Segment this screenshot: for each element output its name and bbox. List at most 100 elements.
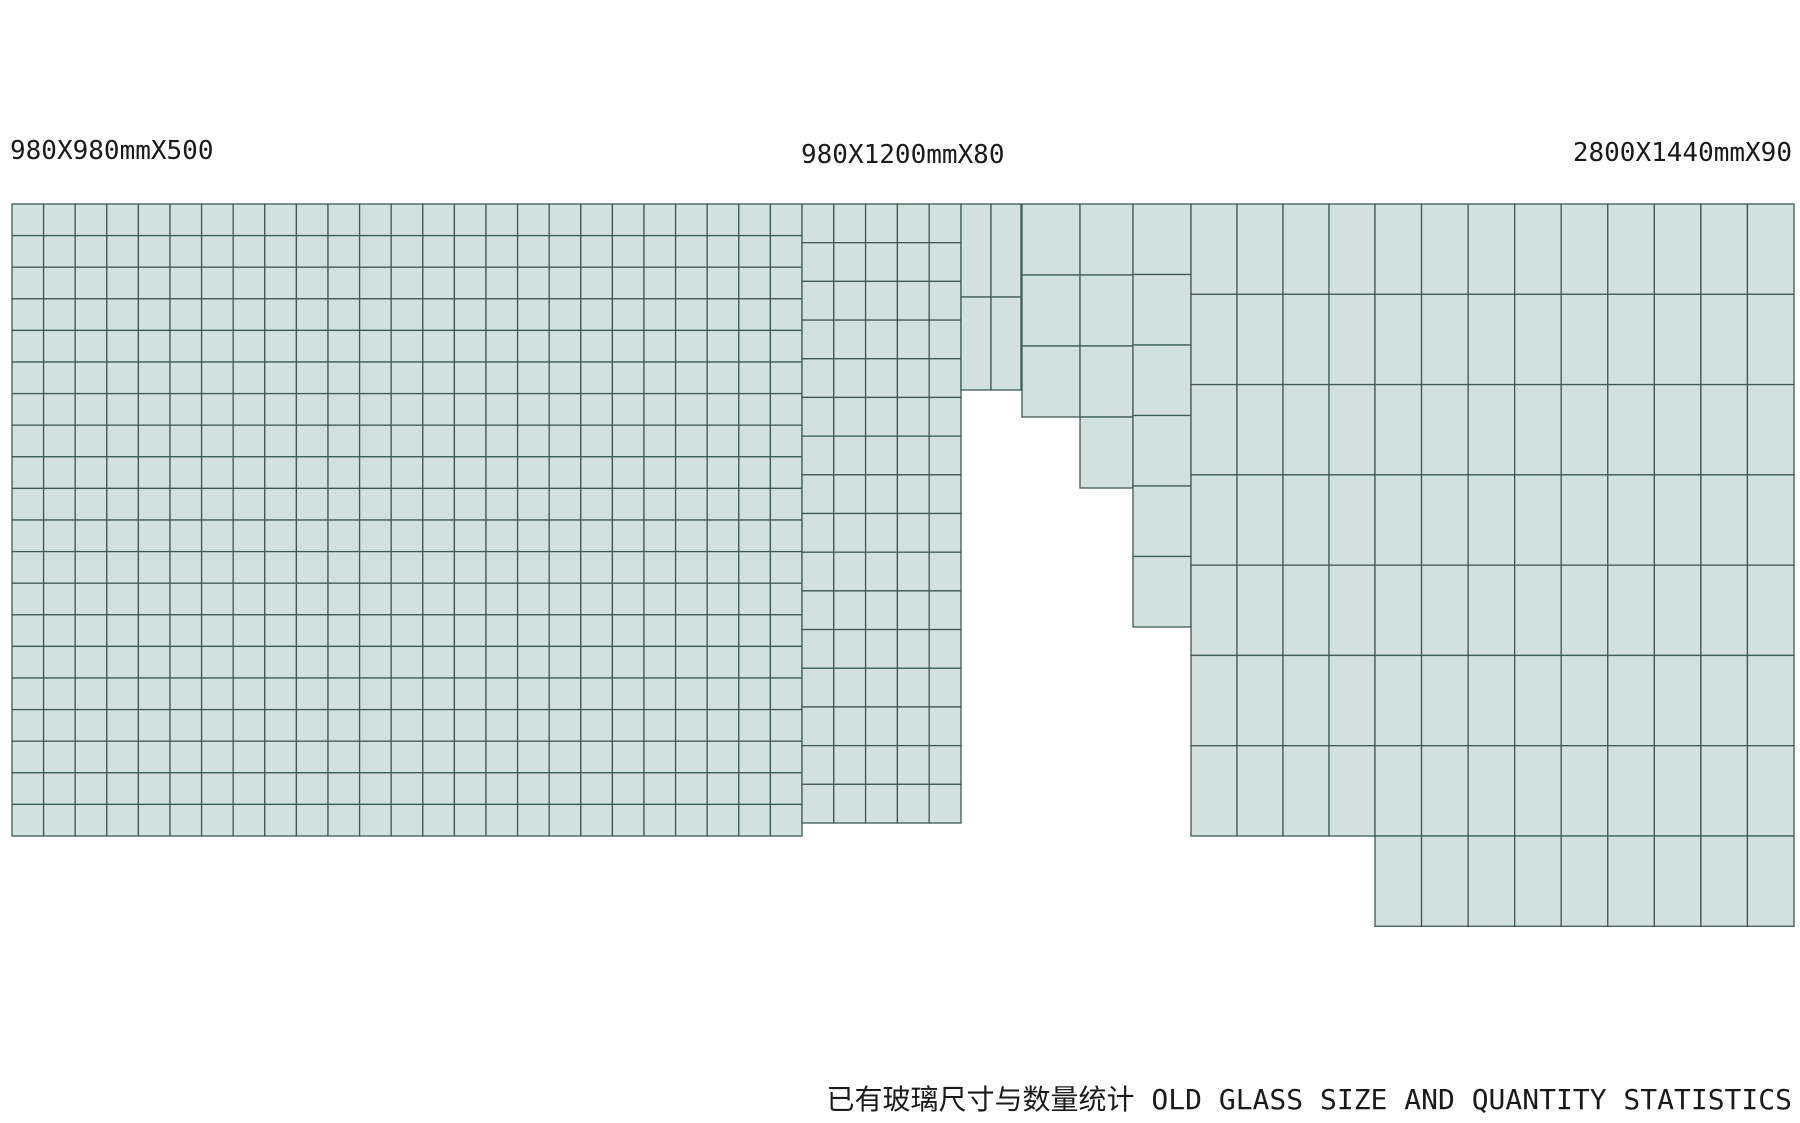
glass-pane-2800x1440 — [1374, 564, 1423, 657]
glass-pane-980x980 — [643, 203, 677, 237]
glass-pane-980x980 — [769, 645, 803, 679]
glass-pane-980x980 — [11, 234, 45, 268]
glass-pane-980x980 — [390, 298, 424, 332]
glass-pane-2800x1440 — [1746, 203, 1795, 295]
glass-pane-980x980 — [169, 392, 203, 426]
glass-pane-980x980 — [516, 772, 550, 806]
glass-pane-980x980 — [232, 298, 266, 332]
glass-pane-2800x1440 — [1467, 474, 1516, 566]
glass-pane-2800x1440 — [1746, 293, 1795, 386]
glass-pane-980x980 — [11, 266, 45, 300]
glass-pane-980x980 — [264, 677, 298, 711]
glass-pane-2800x1440 — [1560, 835, 1609, 927]
glass-pane-980x980 — [137, 645, 171, 679]
glass-pane-2800x1440 — [1560, 203, 1609, 295]
glass-pane-2800x1440 — [1282, 293, 1330, 386]
glass-pane-980x980 — [674, 392, 708, 426]
glass-pane-980x980 — [106, 740, 140, 774]
glass-pane-980x980 — [738, 203, 772, 237]
glass-pane-980x980 — [264, 803, 298, 837]
glass-pane-980x1200 — [801, 628, 835, 669]
glass-pane-2800x1440 — [1328, 564, 1376, 657]
glass-pane-980x1200 — [928, 590, 962, 631]
glass-pane-980x980 — [232, 740, 266, 774]
glass-pane-980x980 — [264, 550, 298, 584]
glass-pane-980x980 — [74, 772, 108, 806]
glass-pane-980x980 — [485, 487, 519, 521]
glass-pane-2800x1440 — [1190, 203, 1238, 295]
glass-pane-980x1200 — [801, 706, 835, 747]
glass-pane-2800x1440 — [1700, 835, 1749, 927]
glass-pane-980x980 — [485, 392, 519, 426]
glass-pane-980x980 — [232, 234, 266, 268]
glass-pane-980x980 — [738, 772, 772, 806]
glass-pane-980x980 — [706, 740, 740, 774]
glass-pane-980x980 — [548, 234, 582, 268]
glass-pane-980x1200 — [833, 474, 867, 515]
glass-pane-980x980 — [264, 234, 298, 268]
glass-pane-980x980 — [264, 456, 298, 490]
glass-pane-980x980 — [200, 298, 234, 332]
glass-pane-980x980 — [769, 614, 803, 648]
glass-pane-980x980 — [232, 677, 266, 711]
glass-pane-980x980 — [611, 424, 645, 458]
glass-pane-2800x1440 — [1560, 564, 1609, 657]
glass-pane-980x980 — [706, 234, 740, 268]
glass-pane-980x980 — [264, 361, 298, 395]
glass-pane-980x980 — [74, 298, 108, 332]
glass-pane-980x980 — [200, 614, 234, 648]
glass-pane-980x1200 — [833, 280, 867, 321]
glass-pane-980x980 — [769, 708, 803, 742]
glass-pane-2800x1440 — [1607, 474, 1655, 566]
glass-pane-980x980 — [516, 519, 550, 553]
glass-pane-980x980 — [643, 582, 677, 616]
glass-pane-2800x1440 — [1653, 654, 1702, 747]
glass-pane-980x1200 — [833, 628, 867, 669]
glass-pane-980x980 — [422, 614, 456, 648]
glass-pane-980x980 — [106, 203, 140, 237]
glass-pane-980x980 — [74, 456, 108, 490]
glass-pane-980x980 — [390, 424, 424, 458]
glass-pane-980x980 — [106, 614, 140, 648]
glass-pane-2800x1440 — [1236, 564, 1284, 657]
glass-pane-980x980 — [358, 456, 392, 490]
glass-pane-980x980 — [74, 203, 108, 237]
glass-pane-980x980 — [422, 392, 456, 426]
glass-pane-980x980 — [169, 740, 203, 774]
glass-pane-980x1200 — [833, 667, 867, 708]
glass-pane-980x1200 — [864, 396, 899, 437]
glass-pane-980x980 — [137, 329, 171, 363]
glass-pane-980x980 — [232, 266, 266, 300]
glass-pane-2800x1440 — [1607, 745, 1655, 837]
glass-pane-980x980 — [453, 234, 487, 268]
glass-pane-980x980 — [485, 550, 519, 584]
glass-pane-980x980 — [769, 550, 803, 584]
glass-pane-980x980 — [11, 329, 45, 363]
glass-pane-980x980 — [74, 645, 108, 679]
glass-pane-980x980 — [358, 614, 392, 648]
glass-pane-980x980 — [580, 203, 614, 237]
glass-pane-980x1200 — [928, 280, 962, 321]
glass-pane-980x980 — [674, 645, 708, 679]
glass-pane-980x1200 — [896, 744, 930, 785]
glass-pane-980x1200 — [1079, 345, 1134, 418]
glass-pane-980x980 — [485, 298, 519, 332]
diagram-caption: 已有玻璃尺寸与数量统计 OLD GLASS SIZE AND QUANTITY … — [826, 1083, 1792, 1116]
glass-pane-980x980 — [200, 645, 234, 679]
glass-pane-2800x1440 — [1514, 654, 1562, 747]
glass-pane-980x980 — [674, 266, 708, 300]
glass-pane-980x980 — [485, 329, 519, 363]
glass-pane-980x980 — [295, 708, 329, 742]
glass-pane-980x1200 — [801, 744, 835, 785]
glass-pane-980x980 — [232, 392, 266, 426]
glass-pane-980x1200 — [1079, 274, 1134, 347]
glass-pane-980x980 — [516, 392, 550, 426]
glass-pane-980x980 — [422, 203, 456, 237]
glass-pane-980x980 — [295, 424, 329, 458]
glass-pane-980x1200 — [1132, 555, 1192, 628]
glass-pane-980x1200 — [896, 242, 930, 283]
glass-pane-980x980 — [327, 740, 361, 774]
glass-pane-980x980 — [74, 803, 108, 837]
glass-pane-980x980 — [769, 298, 803, 332]
glass-pane-980x980 — [42, 456, 76, 490]
